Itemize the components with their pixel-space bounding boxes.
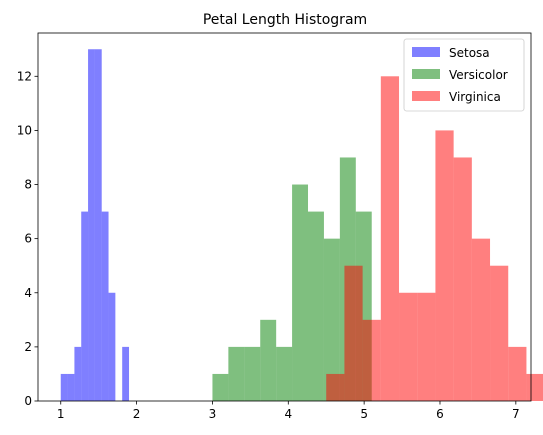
histogram-bar — [260, 319, 277, 401]
histogram-bar — [101, 211, 109, 401]
x-tick-label: 4 — [284, 407, 292, 421]
plot-frame — [37, 32, 532, 402]
legend: Setosa Versicolor Virginica — [403, 38, 525, 112]
histogram-bar — [526, 373, 543, 401]
histogram-bar — [490, 265, 509, 401]
histogram-bar — [292, 184, 309, 401]
histogram-bar — [417, 292, 436, 401]
histogram-bar — [212, 373, 229, 401]
histogram-bar — [67, 373, 75, 401]
histogram-bar — [326, 373, 345, 401]
bars-layer — [60, 49, 543, 402]
y-tick-label: 6 — [24, 232, 32, 246]
y-tick-label: 8 — [24, 178, 32, 192]
histogram-bar — [81, 211, 89, 401]
x-tick-label: 3 — [209, 407, 217, 421]
histogram-bar — [508, 346, 527, 401]
histogram-bar — [435, 130, 454, 401]
histogram-bar — [308, 211, 324, 401]
histogram-bar — [60, 373, 68, 401]
legend-swatch-virginica — [412, 91, 440, 101]
y-tick-label: 10 — [17, 123, 32, 137]
histogram-bar — [122, 346, 130, 401]
histogram-bar — [344, 265, 363, 401]
histogram-bar — [471, 238, 491, 401]
series-virginica — [326, 76, 543, 401]
legend-label-versicolor: Versicolor — [449, 68, 508, 82]
x-tick-label: 5 — [360, 407, 368, 421]
x-tick-label: 2 — [133, 407, 141, 421]
y-tick-label: 0 — [24, 394, 32, 408]
histogram-bar — [88, 49, 95, 402]
x-tick-label: 6 — [436, 407, 444, 421]
histogram-bar — [74, 346, 82, 401]
legend-swatch-versicolor — [412, 69, 440, 79]
series-setosa — [60, 49, 130, 402]
legend-label-setosa: Setosa — [449, 46, 490, 60]
histogram-bar — [323, 238, 340, 401]
legend-label-virginica: Virginica — [449, 90, 501, 104]
histogram-bar — [244, 346, 261, 401]
legend-swatch-setosa — [412, 47, 440, 57]
x-tick-label: 7 — [512, 407, 520, 421]
x-tick-label: 1 — [57, 407, 65, 421]
chart-title: Petal Length Histogram — [203, 12, 367, 28]
histogram-bar — [228, 346, 245, 401]
histogram-bar — [399, 292, 418, 401]
y-tick-label: 2 — [24, 340, 32, 354]
histogram-bar — [380, 76, 400, 401]
y-tick-label: 12 — [17, 69, 32, 83]
histogram-bar — [276, 346, 293, 401]
histogram-bar — [453, 157, 472, 401]
histogram-bar — [94, 49, 102, 402]
histogram-bar — [362, 319, 381, 401]
y-tick-label: 4 — [24, 286, 32, 300]
histogram-bar — [108, 292, 116, 401]
